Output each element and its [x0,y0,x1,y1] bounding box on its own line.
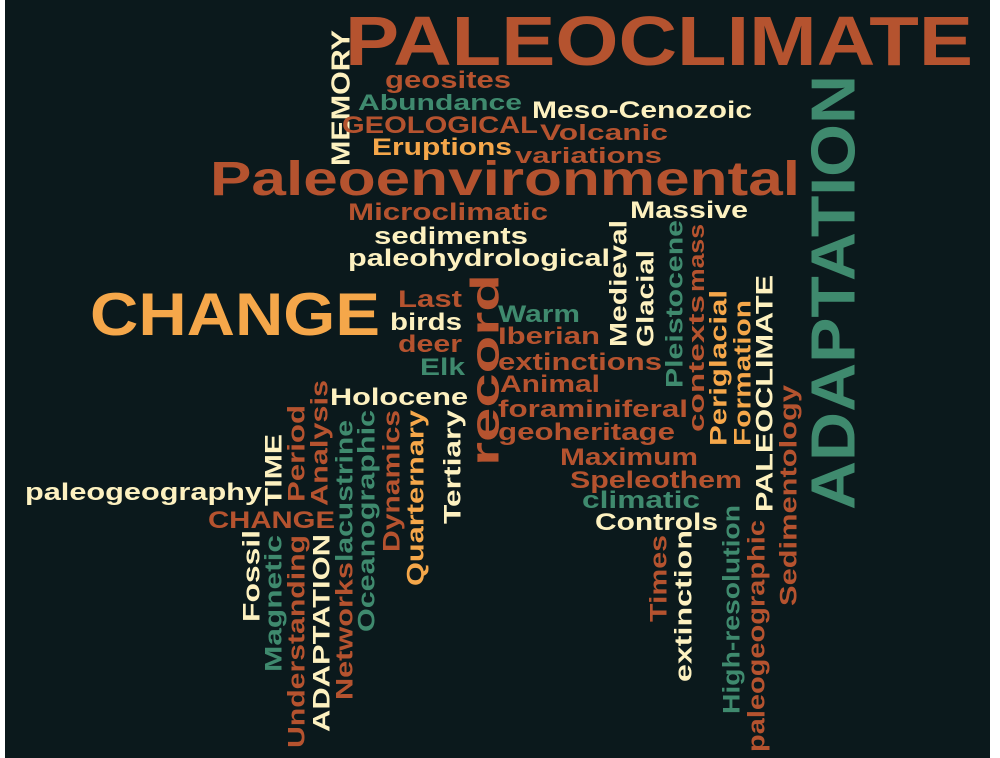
word: Pleistocene [662,220,689,388]
word: PALEOCLIMATE [345,2,973,80]
word: mass [684,224,709,292]
word: Periglacial [706,290,733,446]
word: Times [646,535,673,622]
word: Dynamics [379,410,406,552]
background [5,0,990,758]
word: Period [284,405,311,502]
word: Eruptions [372,134,512,161]
word: ADAPTATION [309,534,336,732]
word: Glacial [633,250,660,347]
word: extinction [671,530,698,682]
word: CHANGE [208,507,335,534]
word: GEOLOGICAL [342,112,538,139]
word: Analysis [307,380,334,506]
word: Maximum [560,444,698,471]
word: Oceanographic [354,410,381,632]
word: record [463,274,507,466]
word: deer [398,331,462,358]
word: Sedimentology [776,384,803,606]
word: extinctions [498,349,662,376]
word: Understanding [284,535,311,748]
word: Microclimatic [348,199,548,226]
word: Fossil [239,530,266,622]
word: Speleothem [570,467,742,494]
word: ADAPTATION [799,75,868,510]
word: variations [515,143,662,168]
word: Iberian [498,323,600,350]
word: Networks [332,562,359,700]
word: paleohydrological [348,245,610,272]
word: Formation [730,300,757,446]
word: PALEOCLIMATE [752,275,779,512]
word: Animal [500,371,600,398]
word: Last [398,286,462,313]
word: geosites [385,67,511,94]
word: geoheritage [498,419,675,446]
word: paleogeographic [744,520,771,752]
word: Meso-Cenozoic [532,97,752,124]
word: TIME [261,434,288,506]
word: contexts [684,295,709,432]
word: lacustrine [332,420,359,562]
word: Medieval [606,220,633,347]
word: Paleoenvironmental [210,153,800,206]
word: birds [390,309,462,336]
word: Massive [630,197,748,224]
word: climatic [582,487,700,514]
word: Elk [420,354,466,381]
word: sediments [374,223,528,250]
word: High-resolution [719,505,746,714]
word: Abundance [358,90,522,115]
word: Volcanic [540,120,668,145]
word: paleogeography [25,479,263,506]
word: Quarternary [403,409,430,586]
word: Holocene [330,384,468,411]
word: foraminiferal [498,396,688,423]
word: Magnetic [261,535,288,672]
word: Warm [498,301,580,328]
word: Tertiary [440,409,467,524]
word: MEMORY [325,30,355,166]
word: Controls [595,509,718,536]
word: CHANGE [90,281,380,348]
